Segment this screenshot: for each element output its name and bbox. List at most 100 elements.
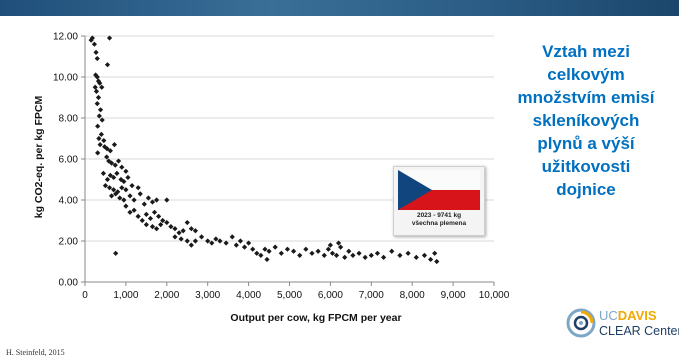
data-point — [129, 183, 135, 189]
logo-davis: DAVIS — [617, 308, 657, 323]
data-point — [99, 117, 105, 123]
data-point — [205, 238, 211, 244]
data-point — [123, 168, 129, 174]
data-point — [264, 256, 270, 263]
data-point — [389, 248, 395, 254]
data-point — [192, 238, 199, 244]
data-point — [143, 222, 149, 228]
data-point — [149, 199, 156, 205]
caption-line-4: skleníkových — [532, 111, 640, 130]
data-point — [432, 250, 438, 256]
data-point — [327, 242, 333, 248]
data-point — [198, 234, 205, 240]
data-point — [303, 246, 309, 252]
y-axis-label: kg CO2-eq. per kg FPCM — [33, 95, 45, 218]
data-point — [127, 209, 133, 215]
data-point — [413, 254, 419, 260]
data-point — [117, 195, 123, 201]
data-point — [217, 238, 223, 244]
data-point — [112, 162, 118, 168]
data-point — [135, 213, 141, 219]
logo-uc: UC — [599, 308, 618, 323]
data-point — [111, 187, 117, 193]
data-point — [123, 187, 129, 193]
caption-line-5: plynů a výší — [537, 134, 635, 153]
data-point — [102, 183, 109, 189]
data-point — [147, 215, 154, 222]
chart-axes — [81, 35, 495, 286]
data-point — [153, 226, 160, 232]
data-point — [342, 254, 348, 260]
data-point — [335, 240, 342, 246]
x-tick-label: 6,000 — [318, 290, 343, 301]
data-point — [101, 137, 107, 144]
data-point — [145, 195, 151, 201]
data-point — [266, 248, 272, 254]
data-point — [143, 211, 149, 217]
data-point — [168, 224, 174, 230]
y-tick-label: 2.00 — [59, 237, 79, 248]
data-point — [405, 250, 411, 256]
data-point — [121, 197, 127, 203]
data-point — [113, 250, 119, 256]
caption-line-6: užitkovosti — [541, 157, 631, 176]
data-point — [321, 252, 327, 258]
data-point — [160, 217, 166, 224]
data-point — [434, 258, 440, 265]
caption-line-3: množstvím emisí — [517, 88, 655, 107]
data-point — [362, 254, 368, 260]
data-point — [346, 248, 352, 254]
data-point — [258, 252, 264, 258]
data-point — [89, 35, 95, 41]
x-tick-labels: 0 1,000 2,000 3,000 4,000 5,000 6,000 7,000 8,00… — [82, 290, 510, 301]
data-point — [188, 226, 194, 232]
y-tick-label: 0.00 — [59, 278, 79, 289]
x-tick-label: 9,000 — [441, 290, 466, 301]
data-point — [176, 230, 182, 236]
y-tick-label: 6.00 — [59, 155, 79, 166]
data-point — [309, 250, 315, 256]
data-point — [180, 228, 186, 234]
data-point — [241, 244, 248, 250]
data-point — [209, 240, 215, 246]
data-point — [262, 246, 268, 252]
data-point — [94, 74, 100, 80]
data-point — [97, 107, 104, 113]
data-point — [149, 224, 156, 230]
data-point — [127, 193, 133, 199]
y-tick-label: 8.00 — [59, 114, 79, 125]
data-point — [368, 252, 374, 258]
flag-card-text: 2023 - 9741 kg všechna plemena — [394, 212, 484, 228]
data-point — [106, 185, 113, 191]
data-point — [97, 142, 103, 148]
data-points — [88, 35, 440, 265]
x-tick-label: 5,000 — [277, 290, 302, 301]
x-tick-label: 10,000 — [479, 290, 510, 301]
data-point — [104, 62, 111, 68]
data-point — [106, 35, 113, 41]
x-tick-label: 4,000 — [236, 290, 261, 301]
data-point — [107, 148, 113, 154]
data-point — [233, 242, 239, 248]
data-point — [123, 203, 129, 209]
data-point — [356, 250, 362, 256]
x-tick-label: 2,000 — [154, 290, 179, 301]
flag-card-line1: 2023 - 9741 kg — [416, 212, 462, 219]
data-point — [158, 222, 164, 228]
data-point — [95, 150, 101, 156]
data-point — [397, 252, 403, 258]
data-point — [325, 246, 331, 252]
data-point — [164, 197, 170, 203]
data-point — [119, 185, 125, 191]
data-point — [374, 250, 381, 256]
data-point — [119, 164, 125, 170]
data-point — [172, 226, 178, 232]
x-tick-label: 7,000 — [359, 290, 384, 301]
data-point — [329, 250, 336, 256]
clear-center-swirl-icon — [566, 308, 596, 338]
data-point — [131, 207, 137, 213]
x-tick-label: 1,000 — [113, 290, 138, 301]
data-point — [115, 158, 122, 164]
data-point — [96, 113, 102, 119]
